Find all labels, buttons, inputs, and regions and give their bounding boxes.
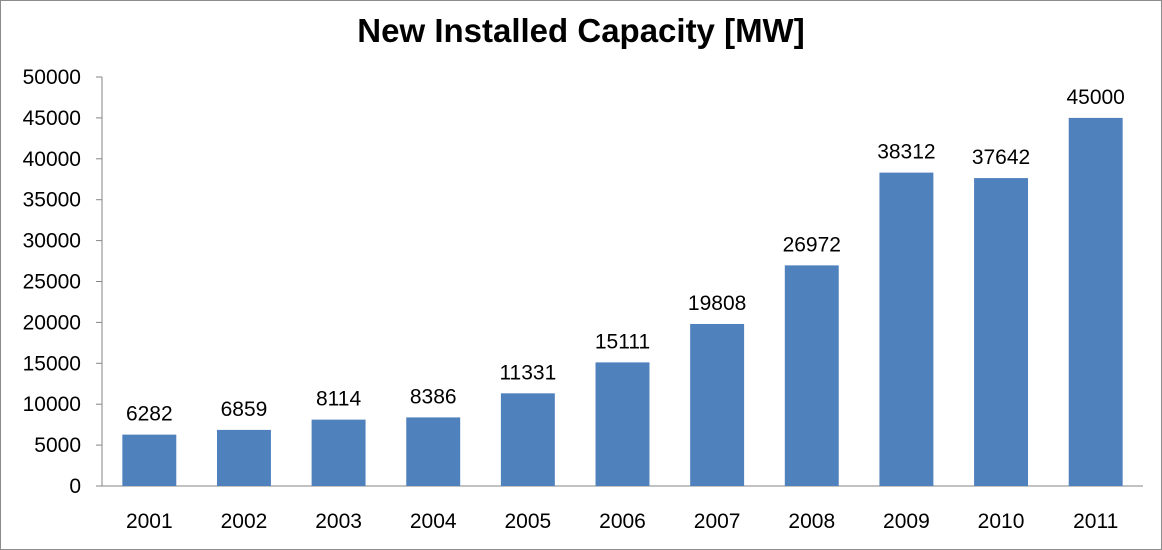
bar-2010 bbox=[974, 178, 1029, 486]
y-tick-label: 20000 bbox=[23, 311, 81, 334]
bar-2004 bbox=[406, 417, 461, 486]
y-tick-label: 30000 bbox=[23, 230, 81, 253]
data-labels: 6282 6859 8114 8386 11331 15111 19808 26972 3831… bbox=[126, 86, 1125, 426]
data-label: 19808 bbox=[688, 292, 746, 315]
bar-2006 bbox=[595, 362, 650, 486]
data-label: 6859 bbox=[221, 398, 268, 421]
data-label: 37642 bbox=[972, 146, 1030, 169]
data-label: 38312 bbox=[877, 141, 935, 164]
x-tick-label: 2005 bbox=[505, 510, 552, 533]
x-tick-label: 2006 bbox=[599, 510, 646, 533]
y-tick-label: 35000 bbox=[23, 189, 81, 212]
x-tick-label: 2010 bbox=[978, 510, 1025, 533]
bar-2011 bbox=[1068, 117, 1123, 487]
y-tick-label: 15000 bbox=[23, 352, 81, 375]
x-tick-label: 2004 bbox=[410, 510, 457, 533]
y-tick-label: 25000 bbox=[23, 271, 81, 294]
y-tick-label: 40000 bbox=[23, 148, 81, 171]
x-tick-label: 2001 bbox=[126, 510, 173, 533]
data-label: 15111 bbox=[595, 330, 650, 353]
bars-group bbox=[122, 117, 1123, 487]
data-label: 6282 bbox=[126, 403, 173, 426]
bar-2005 bbox=[500, 393, 555, 486]
data-label: 8114 bbox=[316, 388, 361, 411]
y-tick-label: 0 bbox=[69, 475, 81, 498]
bar-2002 bbox=[216, 429, 271, 486]
data-label: 8386 bbox=[410, 385, 457, 408]
x-axis-ticks: 2001 2002 2003 2004 2005 2006 2007 2008 2009 2010… bbox=[126, 510, 1118, 533]
data-label: 26972 bbox=[783, 233, 841, 256]
x-tick-label: 2003 bbox=[315, 510, 362, 533]
y-tick-label: 50000 bbox=[23, 66, 81, 89]
x-tick-label: 2009 bbox=[883, 510, 930, 533]
x-tick-label: 2008 bbox=[788, 510, 835, 533]
x-tick-label: 2011 bbox=[1073, 510, 1118, 533]
bar-2001 bbox=[122, 434, 177, 486]
x-tick-label: 2002 bbox=[221, 510, 268, 533]
y-axis-ticks: 0 5000 10000 15000 20000 25000 30000 35000 40000… bbox=[23, 66, 102, 498]
bar-2009 bbox=[879, 172, 934, 486]
x-tick-label: 2007 bbox=[694, 510, 741, 533]
bar-2007 bbox=[690, 323, 745, 486]
y-tick-label: 45000 bbox=[23, 107, 81, 130]
bar-2003 bbox=[311, 419, 366, 486]
y-tick-label: 10000 bbox=[23, 393, 81, 416]
data-label: 11331 bbox=[499, 361, 556, 384]
y-tick-label: 5000 bbox=[34, 434, 81, 457]
data-label: 45000 bbox=[1066, 86, 1124, 109]
chart-title: New Installed Capacity [MW] bbox=[357, 12, 805, 49]
bar-2008 bbox=[784, 265, 839, 486]
